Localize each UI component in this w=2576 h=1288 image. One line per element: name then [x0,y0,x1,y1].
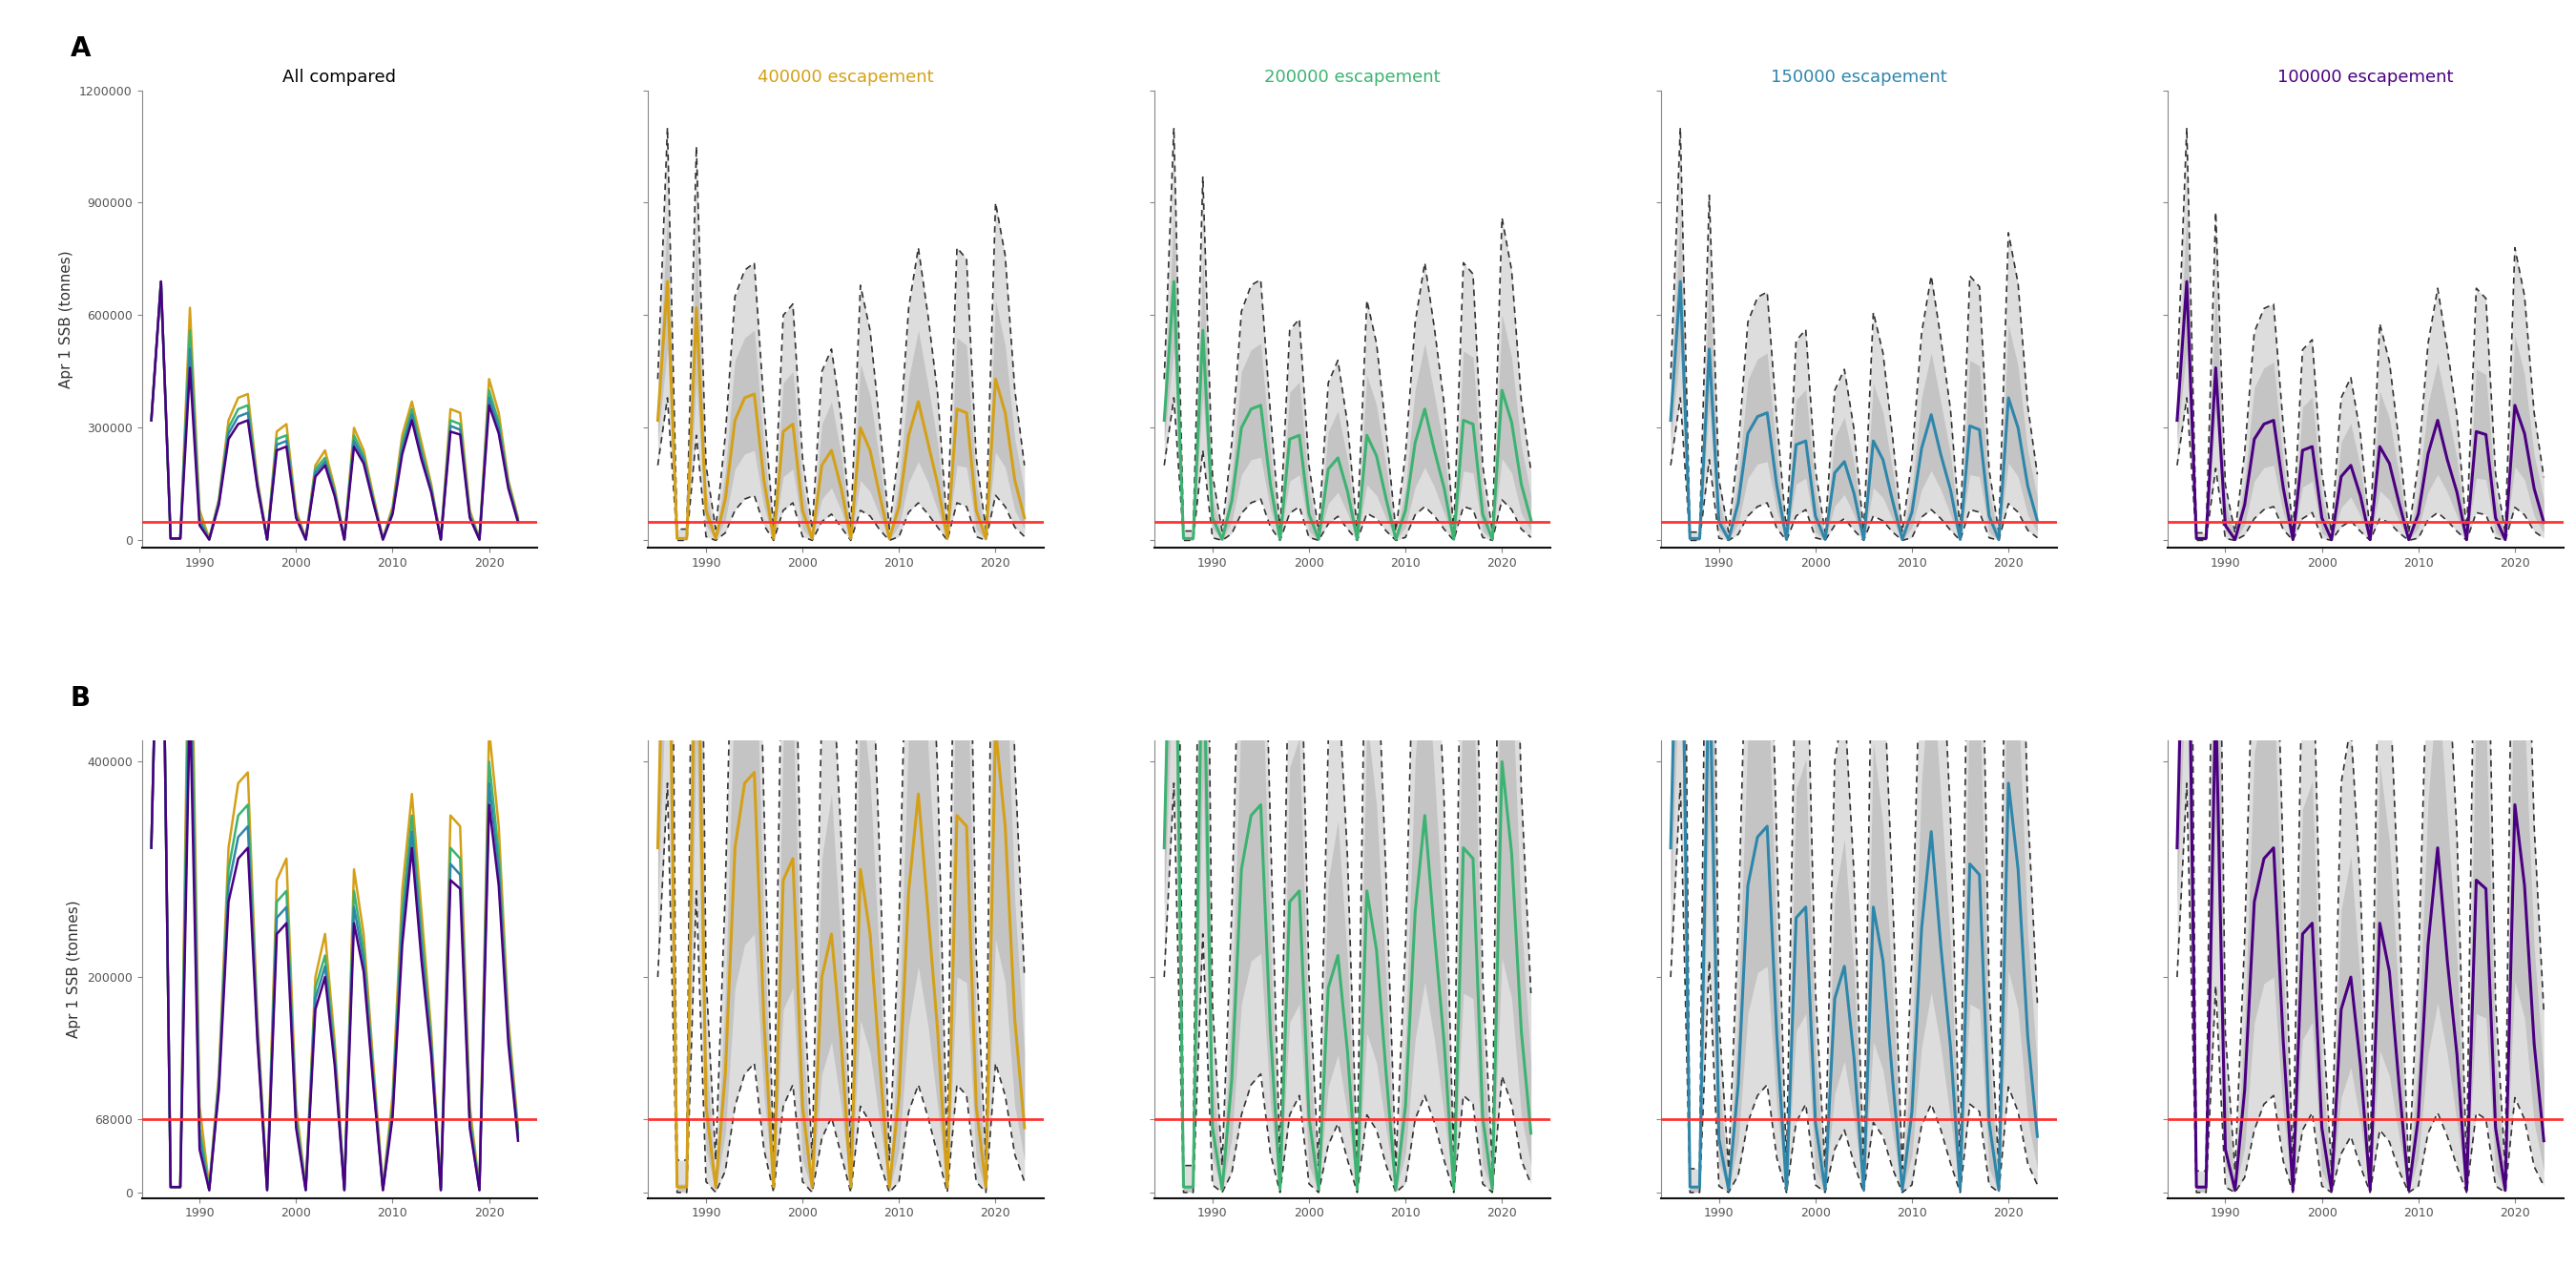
Title: 400000 escapement: 400000 escapement [757,68,935,86]
Y-axis label: Apr 1 SSB (tonnes): Apr 1 SSB (tonnes) [59,250,75,388]
Text: B: B [70,685,90,712]
Text: A: A [70,35,90,62]
Title: 200000 escapement: 200000 escapement [1265,68,1440,86]
Y-axis label: Apr 1 SSB (tonnes): Apr 1 SSB (tonnes) [67,900,82,1038]
Title: 100000 escapement: 100000 escapement [2277,68,2452,86]
Title: 150000 escapement: 150000 escapement [1770,68,1947,86]
Title: All compared: All compared [283,68,397,86]
